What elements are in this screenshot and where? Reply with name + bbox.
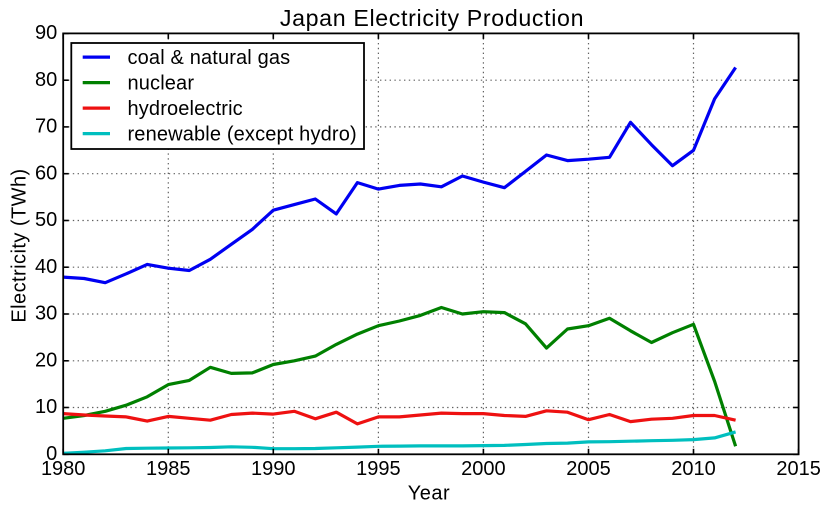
svg-text:2010: 2010 <box>671 458 716 480</box>
svg-text:80: 80 <box>35 69 57 91</box>
svg-text:renewable (except hydro): renewable (except hydro) <box>128 123 357 145</box>
svg-text:20: 20 <box>35 349 57 371</box>
svg-text:10: 10 <box>35 396 57 418</box>
svg-text:1985: 1985 <box>146 458 191 480</box>
svg-text:1995: 1995 <box>356 458 401 480</box>
svg-text:Japan Electricity Production: Japan Electricity Production <box>280 5 584 31</box>
svg-text:nuclear: nuclear <box>128 72 195 94</box>
svg-text:90: 90 <box>35 22 57 44</box>
svg-text:1990: 1990 <box>251 458 296 480</box>
svg-text:hydroelectric: hydroelectric <box>128 98 243 120</box>
svg-text:Electricity (TWh): Electricity (TWh) <box>9 168 31 322</box>
svg-text:30: 30 <box>35 303 57 325</box>
svg-text:2000: 2000 <box>461 458 506 480</box>
svg-text:50: 50 <box>35 209 57 231</box>
svg-text:1980: 1980 <box>41 458 86 480</box>
svg-text:60: 60 <box>35 162 57 184</box>
svg-text:0: 0 <box>46 443 57 465</box>
svg-text:2005: 2005 <box>566 458 611 480</box>
svg-text:coal & natural gas: coal & natural gas <box>128 47 291 69</box>
svg-text:2015: 2015 <box>776 458 821 480</box>
svg-text:70: 70 <box>35 116 57 138</box>
svg-text:40: 40 <box>35 256 57 278</box>
svg-text:Year: Year <box>408 482 450 504</box>
